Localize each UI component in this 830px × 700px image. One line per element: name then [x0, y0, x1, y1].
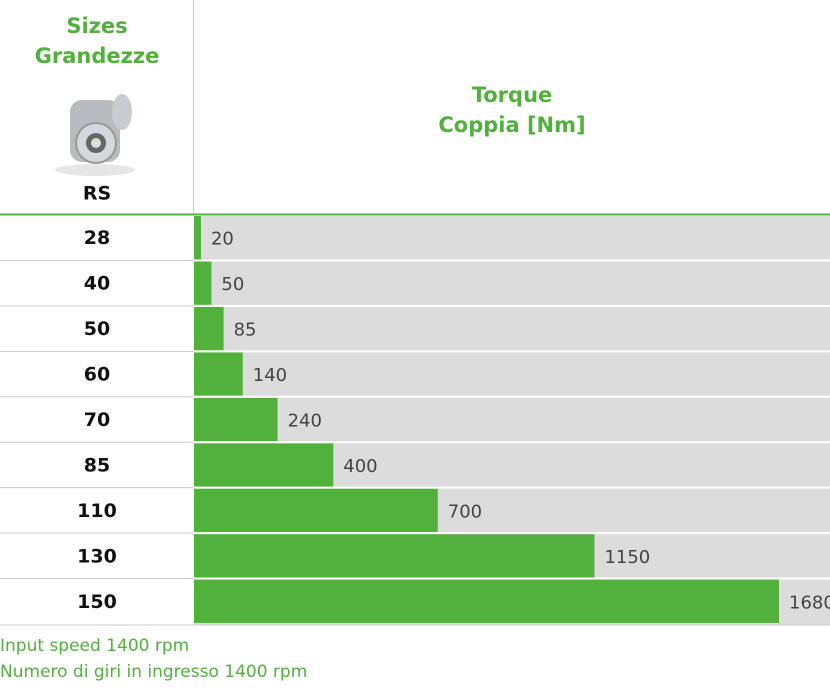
value-label: 20 [211, 229, 234, 250]
footnote: Input speed 1400 rpm [0, 636, 189, 656]
category-label: 70 [84, 409, 110, 431]
bar [194, 397, 278, 442]
bar [194, 261, 212, 305]
value-header: Coppia [Nm] [438, 113, 585, 137]
size-header: Sizes [66, 14, 127, 38]
bar [194, 352, 243, 396]
gearbox-icon [55, 94, 135, 176]
size-header: Grandezze [35, 44, 160, 68]
model-label: RS [83, 183, 111, 205]
bar [194, 534, 595, 578]
value-label: 85 [234, 320, 257, 341]
category-label: 150 [77, 591, 117, 613]
value-header: Torque [472, 83, 553, 107]
category-label: 85 [84, 454, 110, 476]
value-label: 240 [288, 411, 322, 432]
value-label: 140 [253, 365, 287, 386]
bar [194, 488, 438, 533]
category-label: 28 [84, 227, 110, 249]
category-label: 50 [84, 318, 110, 340]
category-label: 110 [77, 500, 117, 522]
footnote: Numero di giri in ingresso 1400 rpm [0, 662, 307, 682]
value-label: 1680 [789, 592, 830, 613]
value-label: 50 [221, 274, 244, 295]
value-label: 700 [448, 501, 482, 522]
bar [194, 306, 224, 351]
value-label: 400 [343, 456, 377, 477]
category-label: 130 [77, 545, 117, 567]
bar [194, 443, 334, 487]
value-label: 1150 [604, 547, 650, 568]
bar [194, 579, 779, 623]
bar [194, 216, 201, 260]
category-label: 40 [84, 273, 110, 295]
category-label: 60 [84, 364, 110, 386]
